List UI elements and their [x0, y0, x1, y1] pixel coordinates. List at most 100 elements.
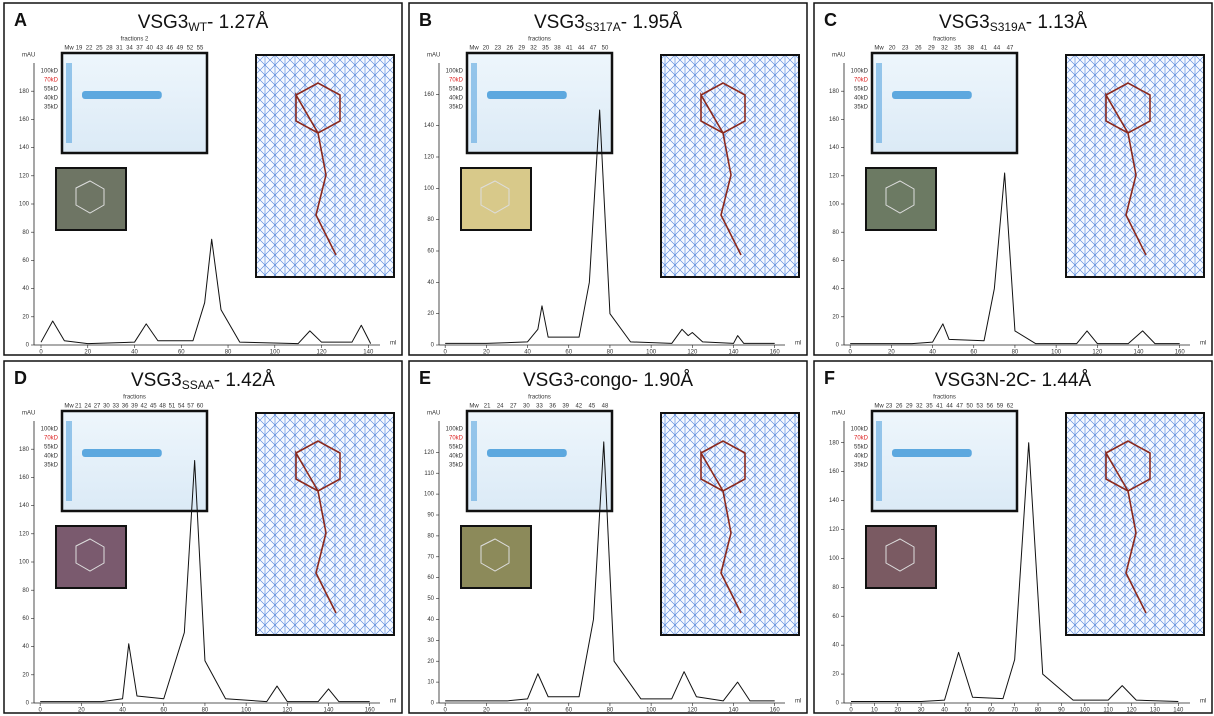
y-tick-label: 140	[19, 503, 30, 509]
gel-lane-label: 32	[530, 46, 537, 52]
title-text: - 1.95Å	[621, 12, 683, 33]
x-tick-label: 100	[270, 350, 281, 356]
gel-lane-label: 26	[915, 46, 922, 52]
panel-title: VSG3-congo- 1.90Å	[523, 370, 693, 391]
x-tick-label: 20	[483, 350, 490, 356]
y-tick-label: 100	[424, 492, 435, 498]
x-tick-label: 80	[1012, 350, 1019, 356]
y-tick-label: 60	[427, 575, 434, 581]
gel-lane-label: Mw	[64, 404, 74, 410]
gel-lane-label: 25	[96, 46, 103, 52]
y-tick-label: 160	[424, 92, 435, 98]
gel-lane-label: 34	[126, 46, 133, 52]
gel-lane-label: 53	[976, 404, 983, 410]
gel-lane-label: Mw	[874, 404, 884, 410]
x-tick-label: 100	[646, 708, 657, 714]
y-tick-label: 50	[427, 596, 434, 602]
gel-lane-label: 29	[906, 404, 913, 410]
y-tick-label: 140	[829, 498, 840, 504]
gel-lane-label: 30	[103, 404, 110, 410]
gel-image	[62, 411, 207, 511]
y-tick-label: 110	[424, 471, 434, 477]
x-tick-label: 40	[524, 350, 531, 356]
crystal-photo	[461, 168, 531, 230]
gel-lane-label: 54	[178, 404, 185, 410]
x-tick-label: 160	[1175, 350, 1186, 356]
x-tick-label: 60	[178, 350, 185, 356]
panel-letter: F	[824, 368, 835, 388]
x-axis-label: ml	[795, 699, 801, 705]
marker-lane	[66, 421, 72, 501]
gel-marker-label: 35kD	[449, 105, 464, 111]
gel-lane-label: 51	[169, 404, 176, 410]
gel-lane-label: 19	[76, 46, 83, 52]
panel-letter: B	[419, 10, 432, 30]
gel-lane-label: 59	[997, 404, 1004, 410]
gel-lane-label: 50	[966, 404, 973, 410]
gel-lane-label: Mw	[874, 46, 884, 52]
title-text: - 1.27Å	[207, 12, 269, 33]
crystal-photo	[56, 526, 126, 588]
y-tick-label: 30	[427, 638, 434, 644]
x-tick-label: 140	[1134, 350, 1145, 356]
title-text: - 1.13Å	[1026, 12, 1088, 33]
y-tick-label: 80	[22, 588, 29, 594]
y-tick-label: 60	[22, 258, 29, 264]
y-tick-label: 40	[832, 286, 839, 292]
x-axis-label: ml	[390, 341, 396, 347]
marker-lane	[66, 63, 72, 143]
y-tick-label: 140	[424, 123, 435, 129]
x-tick-label: 100	[241, 708, 252, 714]
y-tick-label: 100	[19, 560, 30, 566]
y-tick-label: 140	[19, 145, 30, 151]
gel-lane-label: 39	[562, 404, 569, 410]
gel-lane-label: 32	[941, 46, 948, 52]
y-tick-label: 160	[829, 117, 840, 123]
gel-lane-label: 44	[946, 404, 953, 410]
gel-lane-label: 52	[187, 46, 194, 52]
y-tick-label: 80	[832, 585, 839, 591]
gel-lane-label: 27	[510, 404, 517, 410]
gel-lane-label: 45	[150, 404, 157, 410]
gel-marker-label: 55kD	[449, 87, 464, 93]
y-tick-label: 80	[427, 217, 434, 223]
x-axis-label: ml	[1200, 341, 1206, 347]
gel-marker-label: 70kD	[854, 436, 869, 442]
x-tick-label: 140	[363, 350, 374, 356]
gel-lane-label: 57	[187, 404, 194, 410]
gel-marker-label: 70kD	[449, 78, 464, 84]
marker-lane	[471, 63, 477, 143]
gel-lane-label: 41	[980, 46, 987, 52]
gel-lane-label: 36	[122, 404, 129, 410]
gel-lane-label: 37	[136, 46, 143, 52]
y-tick-label: 100	[19, 202, 30, 208]
title-text: - 1.42Å	[214, 370, 276, 391]
x-tick-label: 60	[565, 708, 572, 714]
x-tick-label: 30	[918, 708, 925, 714]
gel-lane-label: 20	[483, 46, 490, 52]
y-tick-label: 180	[829, 440, 840, 446]
y-tick-label: 20	[832, 314, 839, 320]
y-tick-label: 20	[22, 672, 29, 678]
gel-lane-label: 60	[197, 404, 204, 410]
gel-fractions-label: fractions	[933, 37, 956, 43]
x-tick-label: 100	[1080, 708, 1091, 714]
x-tick-label: 20	[84, 350, 91, 356]
y-tick-label: 40	[22, 644, 29, 650]
x-tick-label: 80	[1035, 708, 1042, 714]
title-subscript: S319A	[990, 20, 1026, 34]
panel: DVSG3SSAA- 1.42Å020406080100120140160020…	[4, 361, 402, 714]
gel-marker-label: 100kD	[446, 69, 464, 75]
gel-lane-label: 31	[116, 46, 123, 52]
y-tick-label: 20	[832, 672, 839, 678]
gel-lane-label: 48	[159, 404, 166, 410]
gel-lane-label: 21	[75, 404, 82, 410]
x-tick-label: 110	[1103, 708, 1113, 714]
marker-lane	[876, 421, 882, 501]
x-tick-label: 140	[324, 708, 335, 714]
y-tick-label: 80	[427, 533, 434, 539]
y-tick-label: 40	[427, 280, 434, 286]
